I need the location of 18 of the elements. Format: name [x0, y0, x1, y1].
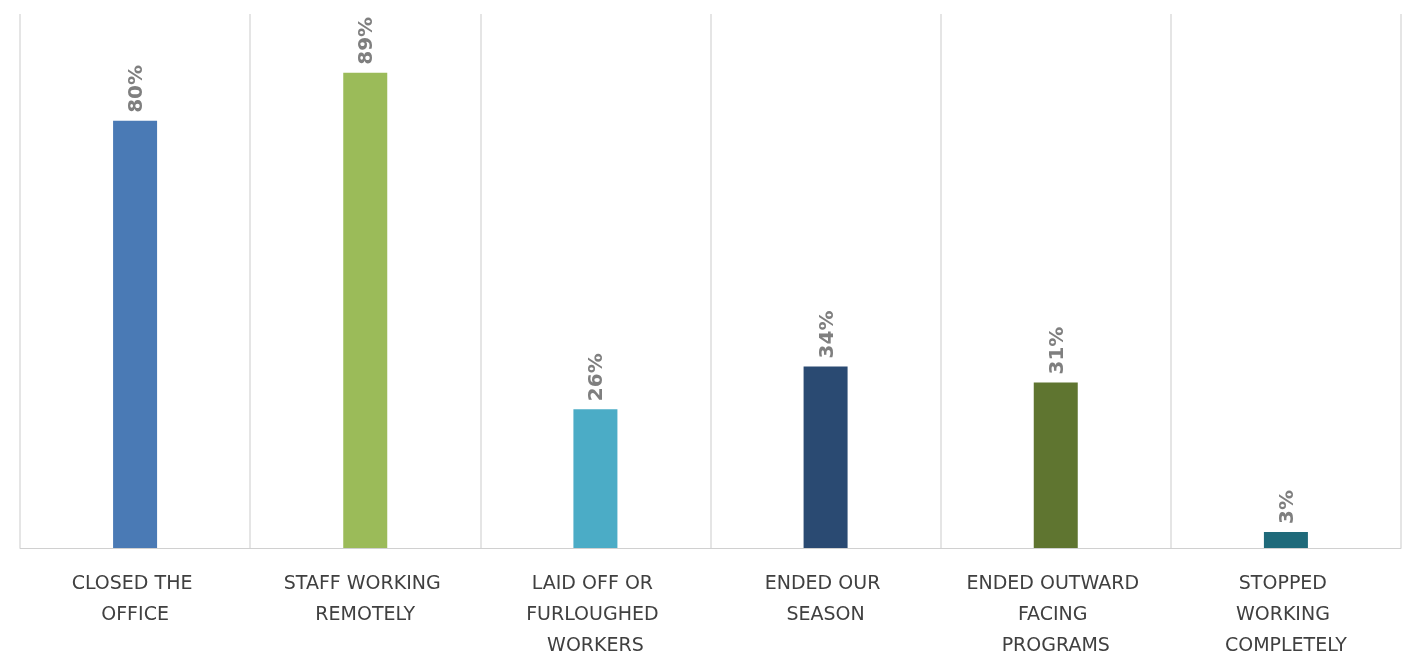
x-tick-label: ENDED OUTWARD FACING PROGRAMS: [966, 570, 1146, 655]
x-tick-label: ENDED OUR SEASON: [764, 570, 887, 624]
x-tick-label: STAFF WORKING REMOTELY: [283, 570, 447, 624]
bar: [343, 72, 388, 548]
bar: [573, 409, 618, 548]
data-label: 34%: [813, 310, 838, 359]
x-tick-label: STOPPED WORKING COMPLETELY: [1224, 570, 1348, 655]
data-label: 26%: [583, 353, 608, 402]
bar: [1263, 531, 1308, 548]
bar: [1033, 382, 1078, 548]
x-tick-label: CLOSED THE OFFICE: [71, 570, 199, 624]
bar: [113, 120, 158, 548]
data-label: 80%: [123, 64, 148, 113]
data-label: 3%: [1273, 490, 1298, 524]
data-label: 31%: [1043, 326, 1068, 375]
data-label: 89%: [353, 16, 378, 65]
x-tick-label: LAID OFF OR FURLOUGHED WORKERS: [526, 570, 665, 655]
bar: [803, 366, 848, 548]
